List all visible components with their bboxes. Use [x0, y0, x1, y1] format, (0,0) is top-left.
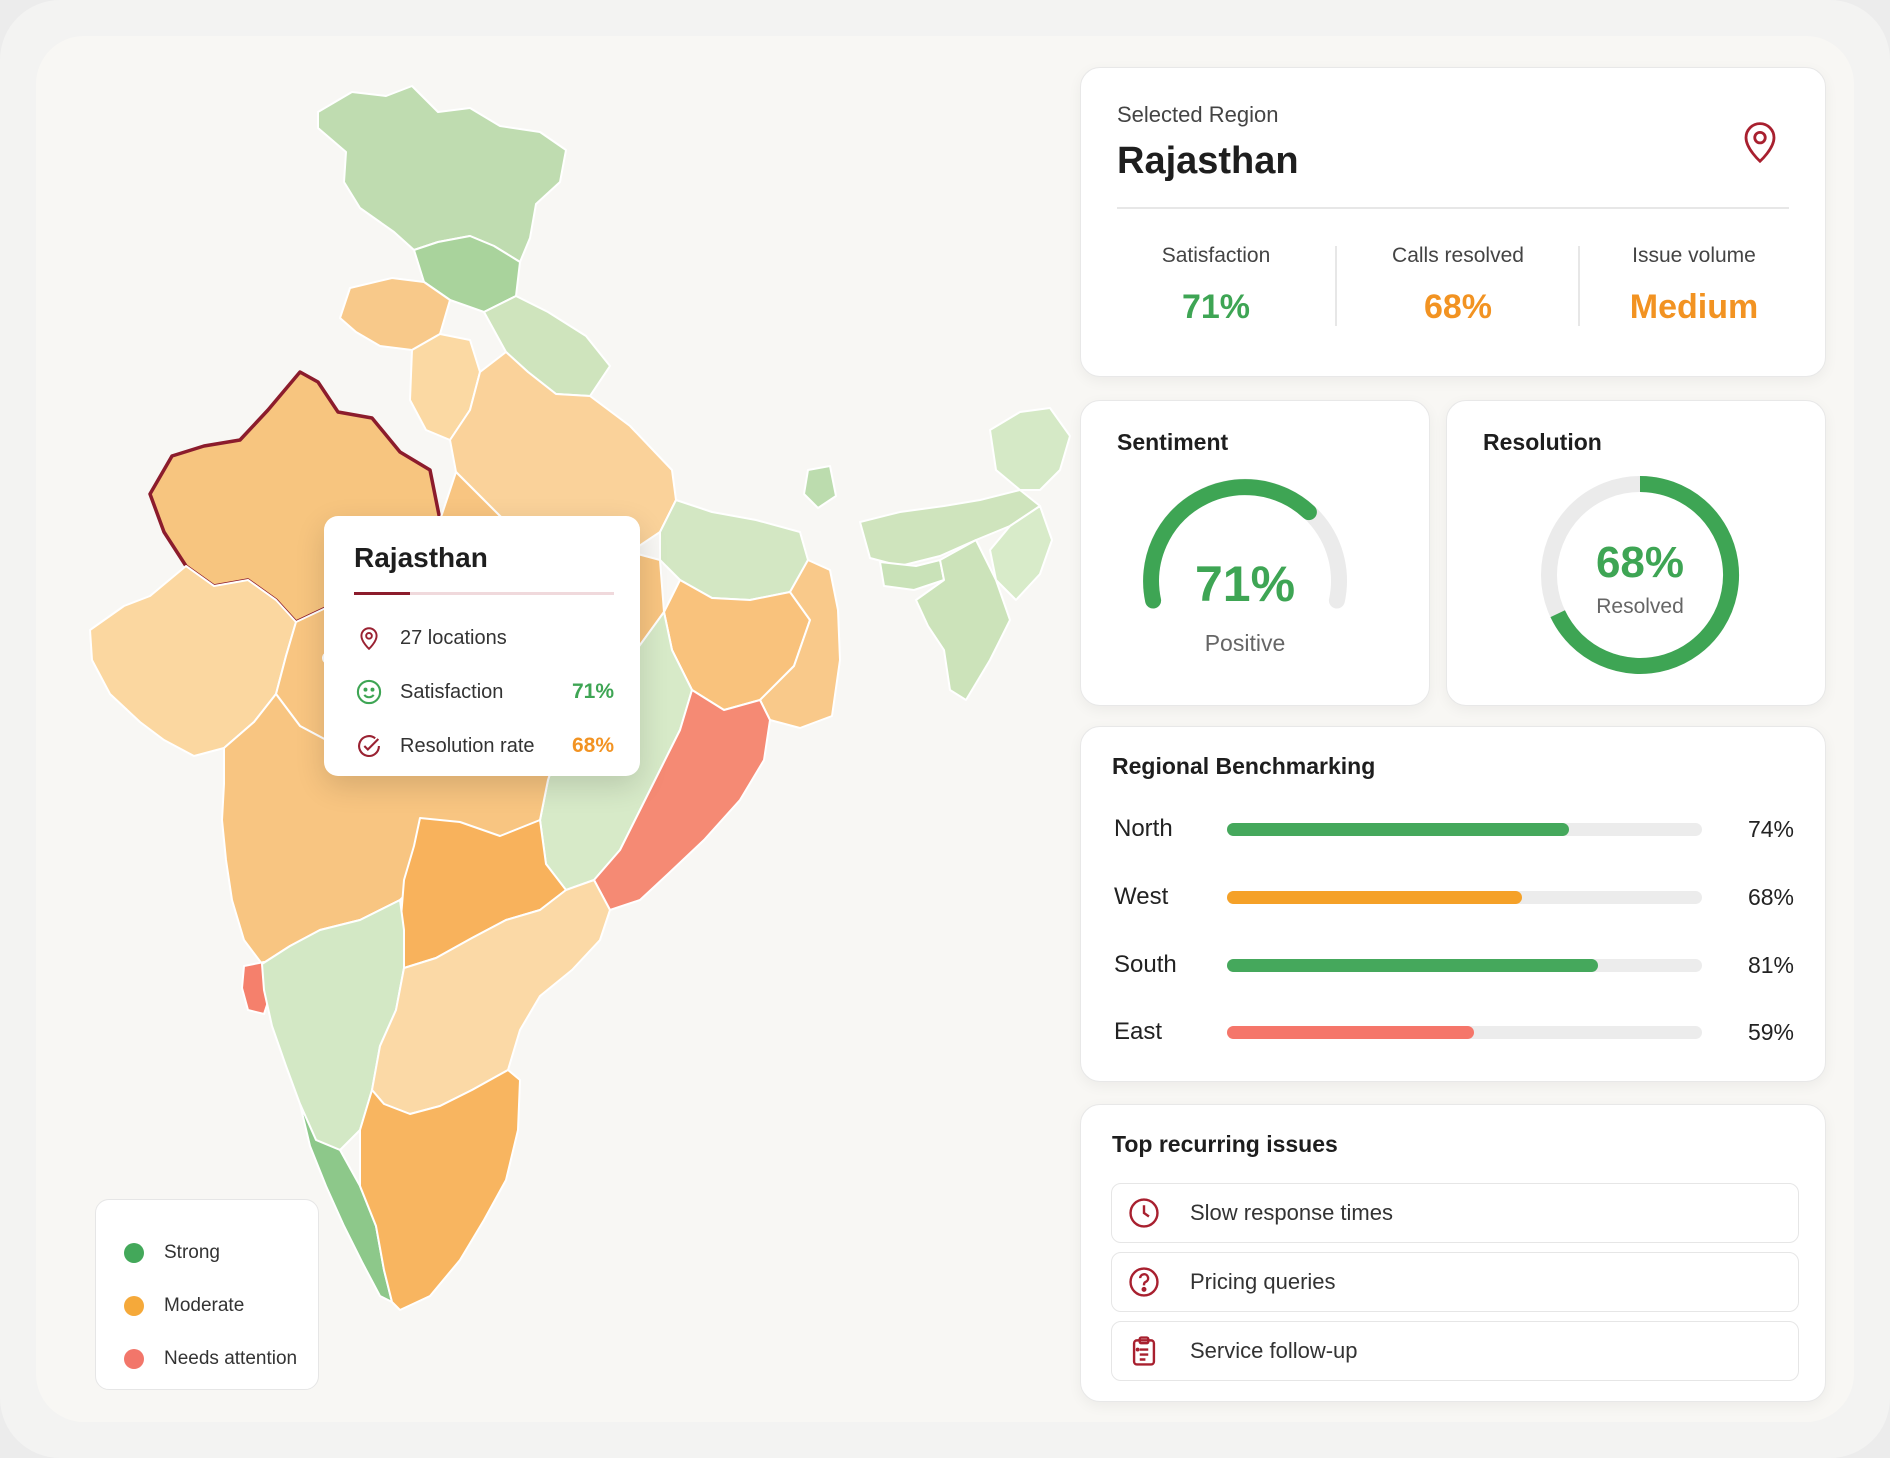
bench-track — [1227, 890, 1702, 904]
resolution-ring-fill — [1550, 476, 1740, 674]
bench-label: South — [1114, 951, 1177, 978]
clock-icon — [1126, 1195, 1162, 1231]
bench-row-south[interactable]: South 81% — [1114, 945, 1794, 985]
sentiment-gauge: 71% Positive — [1143, 478, 1347, 656]
legend-item-moderate: Moderate — [124, 1279, 318, 1332]
tooltip-resolution-row: Resolution rate 68% — [354, 719, 614, 773]
issue-label: Pricing queries — [1190, 1269, 1336, 1294]
tooltip-locations: 27 locations — [400, 626, 507, 649]
resolution-title: Resolution — [1483, 429, 1602, 455]
bench-bar — [1227, 1025, 1474, 1039]
bench-row-east[interactable]: East 59% — [1114, 1012, 1794, 1052]
sentiment-card: Sentiment 71% Positive — [1080, 400, 1430, 706]
bench-value: 68% — [1747, 883, 1794, 910]
map-tooltip: Rajasthan 27 locations Satisfaction 71% — [324, 516, 640, 776]
state-jammu-kashmir[interactable] — [317, 85, 567, 263]
bench-value: 81% — [1747, 951, 1794, 978]
bench-track — [1227, 822, 1702, 836]
tooltip-locations-row: 27 locations — [354, 611, 614, 665]
state-west-bengal[interactable] — [759, 559, 841, 729]
location-pin-icon — [354, 623, 384, 653]
bench-label: East — [1114, 1018, 1163, 1045]
bench-value: 59% — [1747, 1018, 1794, 1045]
top-issues-card: Top recurring issues Slow response times… — [1080, 1104, 1826, 1402]
legend-swatch — [124, 1348, 144, 1369]
stat-calls-resolved: Calls resolved 68% — [1337, 244, 1579, 327]
legend-label: Needs attention — [164, 1347, 298, 1369]
benchmarking-title: Regional Benchmarking — [1112, 753, 1376, 779]
state-nagaland[interactable] — [989, 505, 1053, 601]
bench-row-west[interactable]: West 68% — [1114, 877, 1794, 917]
bench-bar — [1227, 958, 1598, 972]
map-legend: Strong Moderate Needs attention — [95, 1199, 319, 1390]
bench-row-north[interactable]: North 74% — [1114, 809, 1794, 849]
legend-item-strong: Strong — [124, 1226, 318, 1279]
resolution-ring: 68% Resolved — [1541, 476, 1740, 674]
tooltip-title: Rajasthan — [354, 542, 488, 573]
bench-bar — [1227, 890, 1522, 904]
legend-swatch — [124, 1295, 144, 1316]
bench-label: West — [1114, 883, 1169, 910]
tooltip-divider — [354, 592, 614, 595]
stat-separator — [1335, 246, 1337, 326]
legend-item-needs-attention: Needs attention — [124, 1332, 318, 1385]
stat-value: Medium — [1629, 288, 1759, 326]
clipboard-icon — [1126, 1333, 1162, 1369]
state-sikkim[interactable] — [803, 465, 837, 509]
issue-label: Service follow-up — [1190, 1338, 1358, 1363]
stat-separator — [1578, 246, 1580, 326]
smile-icon — [354, 677, 384, 707]
sentiment-title: Sentiment — [1117, 429, 1229, 455]
bench-label: North — [1114, 815, 1173, 842]
tooltip-satisfaction-label: Satisfaction — [400, 680, 504, 703]
location-pin-icon[interactable] — [1739, 118, 1781, 171]
state-gujarat[interactable] — [89, 565, 297, 757]
resolution-value: 68% — [1596, 538, 1684, 587]
stat-label: Issue volume — [1632, 244, 1756, 267]
regional-benchmarking-card: Regional Benchmarking North 74% West 68%… — [1080, 726, 1826, 1082]
state-meghalaya[interactable] — [879, 559, 945, 591]
issue-item-pricing[interactable]: Pricing queries — [1111, 1252, 1799, 1312]
stat-value: 71% — [1181, 288, 1251, 326]
bench-track — [1227, 1025, 1702, 1039]
question-icon — [1126, 1264, 1162, 1300]
check-circle-icon — [354, 731, 384, 761]
legend-swatch — [124, 1242, 144, 1263]
state-arunachal[interactable] — [989, 407, 1071, 491]
selected-region-divider — [1117, 207, 1789, 209]
tooltip-resolution-label: Resolution rate — [400, 734, 535, 757]
issue-item-slow-response[interactable]: Slow response times — [1111, 1183, 1799, 1243]
state-mizoram[interactable] — [915, 539, 1011, 701]
issue-item-service-follow-up[interactable]: Service follow-up — [1111, 1321, 1799, 1381]
legend-label: Strong — [164, 1241, 220, 1263]
bench-track — [1227, 958, 1702, 972]
stat-issue-volume: Issue volume Medium — [1573, 244, 1815, 327]
sentiment-caption: Positive — [1205, 630, 1286, 656]
bench-bar — [1227, 822, 1569, 836]
sentiment-gauge-fill — [1143, 479, 1317, 609]
stat-satisfaction: Satisfaction 71% — [1095, 244, 1337, 327]
selected-region-card: Selected Region Rajasthan Satisfaction 7… — [1080, 67, 1826, 377]
state-tamil-nadu[interactable] — [359, 1069, 521, 1311]
resolution-caption: Resolved — [1596, 595, 1684, 618]
state-odisha[interactable] — [593, 689, 771, 911]
resolution-card: Resolution 68% Resolved — [1446, 400, 1826, 706]
sentiment-value: 71% — [1195, 556, 1295, 612]
bench-value: 74% — [1747, 815, 1794, 842]
stat-value: 68% — [1423, 288, 1493, 326]
tooltip-satisfaction-value: 71% — [571, 680, 614, 703]
stat-label: Satisfaction — [1161, 244, 1271, 267]
stat-label: Calls resolved — [1392, 244, 1524, 267]
selected-region-name: Rajasthan — [1117, 140, 1299, 182]
issues-title: Top recurring issues — [1112, 1131, 1338, 1157]
tooltip-satisfaction-row: Satisfaction 71% — [354, 665, 614, 719]
tooltip-resolution-value: 68% — [571, 734, 614, 757]
legend-label: Moderate — [164, 1294, 245, 1316]
selected-region-caption: Selected Region — [1117, 102, 1279, 127]
issue-label: Slow response times — [1190, 1200, 1393, 1225]
